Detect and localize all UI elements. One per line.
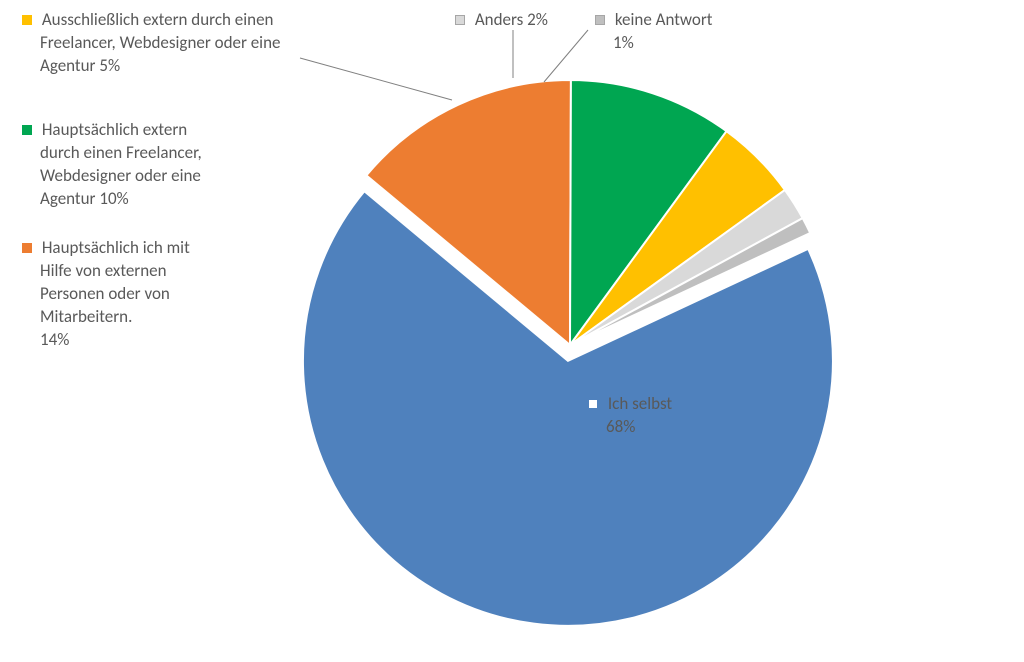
label-haupt-ich-l1: Hauptsächlich ich mit [42,237,190,258]
label-ich-selbst-text: Ich selbst [608,393,672,414]
label-anders-text: Anders 2% [475,9,548,30]
marker-haupt-ich [22,243,32,253]
pie-chart: Ich selbst 68% Hauptsächlich ich mit Hil… [0,0,1024,662]
label-haupt-ich-l4: Mitarbeitern. [40,306,132,327]
marker-keine-antwort [595,15,605,25]
label-ich-selbst-pct: 68% [606,416,635,437]
label-aussch-extern-l3: Agentur 5% [40,55,120,76]
label-ich-selbst: Ich selbst 68% [588,392,728,438]
marker-aussch-extern [22,15,32,25]
label-keine-antwort: keine Antwort 1% [595,8,735,54]
label-haupt-extern-l3: Webdesigner oder eine [40,165,201,186]
label-haupt-extern-l4: Agentur 10% [40,188,129,209]
label-haupt-ich: Hauptsächlich ich mit Hilfe von externen… [22,236,252,351]
leader-line [544,30,588,82]
label-haupt-extern-l1: Hauptsächlich extern [42,119,187,140]
label-haupt-extern-l2: durch einen Freelancer, [40,142,202,163]
marker-haupt-extern [22,125,32,135]
label-aussch-extern-l2: Freelancer, Webdesigner oder eine [40,32,280,53]
marker-ich-selbst [588,399,598,409]
label-aussch-extern-l1: Ausschließlich extern durch einen [42,9,274,30]
label-anders: Anders 2% [455,8,585,31]
label-haupt-ich-l3: Personen oder von [40,283,170,304]
label-keine-antwort-l1: keine Antwort [615,9,713,30]
label-keine-antwort-l2: 1% [613,32,634,53]
label-haupt-ich-l2: Hilfe von externen [40,260,167,281]
marker-anders [455,15,465,25]
label-haupt-extern: Hauptsächlich extern durch einen Freelan… [22,118,272,210]
label-aussch-extern: Ausschließlich extern durch einen Freela… [22,8,342,77]
label-haupt-ich-l5: 14% [40,329,69,350]
